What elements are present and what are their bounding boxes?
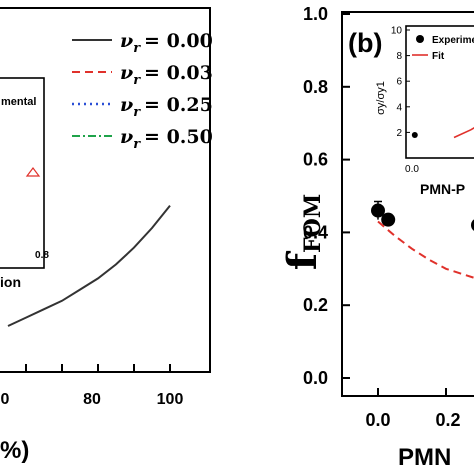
right-panel-label: (b)	[348, 28, 382, 58]
left-inset-triangle-marker	[25, 167, 41, 177]
right-inset-legend-label-fit: Fit	[432, 51, 445, 62]
right-data-points	[371, 200, 396, 227]
right-inset-y-tick-label-8: 8	[396, 51, 402, 62]
right-inset-y-tick-label-4: 4	[396, 102, 402, 113]
right-y-axis-label: fFOM	[279, 194, 326, 270]
right-inset-legend-label-experiment: Experime	[432, 35, 474, 46]
left-x-tick-label-80: 80	[83, 391, 101, 408]
right-fit-line	[377, 220, 474, 279]
right-plot-frame	[341, 11, 474, 397]
left-plot-frame	[0, 7, 211, 373]
right-data-point-1	[381, 212, 396, 227]
left-x-ticks	[25, 364, 171, 372]
left-inset-x-tick-label: 0.8	[35, 250, 49, 261]
right-y-tick-label-5: 1.0	[303, 4, 328, 24]
right-inset-x-axis-label: PMN-P	[420, 181, 465, 197]
right-y-tick-label-0: 0.0	[303, 368, 328, 388]
left-inset-legend-text: mental	[1, 96, 36, 108]
right-y-tick-label-4: 0.8	[303, 77, 328, 97]
left-inset-x-axis-label: ion	[0, 274, 21, 290]
right-inset: 2 4 6 8 10 σy/σy1 0.0 PMN-P Experime Fit	[375, 25, 474, 197]
legend-entry-0: νr = 0.00	[120, 30, 213, 56]
left-series-line	[7, 204, 171, 327]
right-data-point-0	[371, 203, 385, 218]
right-inset-y-ticks	[406, 29, 410, 133]
right-inset-y-tick-label-6: 6	[396, 77, 402, 88]
right-y-tick-label-2: 0.4	[303, 222, 328, 242]
left-legend: νr = 0.00 νr = 0.03 νr = 0.25 νr = 0.50	[72, 30, 213, 152]
right-partial-point	[471, 219, 474, 231]
right-inset-y-tick-label-10: 10	[391, 26, 403, 37]
right-inset-legend-marker-experiment	[416, 35, 424, 43]
left-x-tick-label-0: 0	[1, 391, 10, 408]
right-inset-x-tick-label: 0.0	[405, 164, 419, 175]
right-y-tick-label-3: 0.6	[303, 150, 328, 170]
legend-entry-1: νr = 0.03	[120, 62, 213, 88]
legend-entry-3: νr = 0.50	[120, 126, 213, 152]
right-inset-fit-line	[453, 127, 474, 139]
left-inset: mental 0.8 ion	[0, 77, 49, 290]
right-x-axis-label: PMN	[398, 444, 451, 471]
right-x-tick-label-1: 0.2	[435, 410, 460, 430]
right-inset-y-tick-label-2: 2	[396, 128, 402, 139]
left-x-tick-label-100: 100	[157, 391, 184, 408]
right-y-tick-label-1: 0.2	[303, 295, 328, 315]
right-x-tick-label-0: 0.0	[365, 410, 390, 430]
right-inset-y-axis-label: σy/σy1	[375, 81, 387, 115]
left-x-axis-label: %)	[0, 437, 29, 464]
legend-entry-2: νr = 0.25	[120, 94, 213, 120]
right-y-ticks	[342, 13, 350, 379]
right-inset-data-point	[411, 131, 418, 138]
right-panel: fFOM 0.0 0.2 0.4 0.6 0.8 1.0 0.0 0.2 PMN…	[279, 4, 474, 471]
left-panel: 0 80 100 %) mental 0.8 ion νr = 0.00 νr = …	[0, 7, 213, 464]
